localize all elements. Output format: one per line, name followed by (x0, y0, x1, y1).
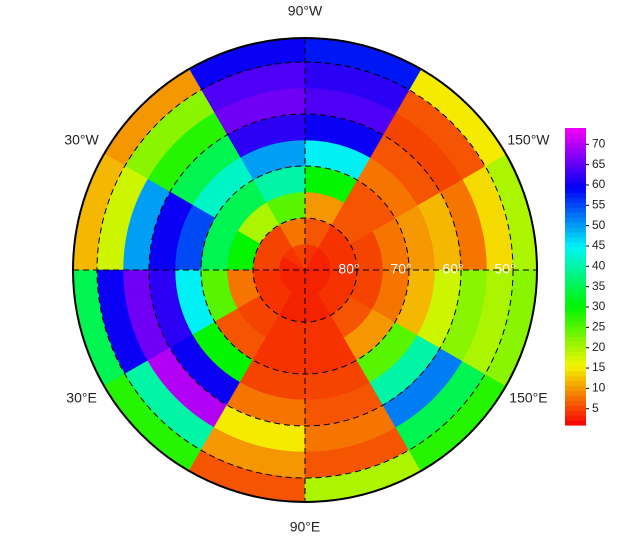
colorbar-step (565, 147, 586, 154)
colorbar-step (565, 420, 586, 426)
lon-label: 90°E (290, 519, 321, 535)
lon-label: 90°W (288, 3, 323, 19)
colorbar-step (565, 132, 586, 139)
colorbar-step (565, 207, 586, 213)
colorbar-step (565, 306, 586, 312)
colorbar-step (565, 222, 586, 228)
colorbar-step (565, 217, 586, 223)
colorbar-tick-label: 35 (592, 279, 606, 293)
colorbar-step (565, 410, 586, 416)
colorbar-step (565, 375, 586, 382)
graticule (73, 38, 537, 502)
colorbar-tick-label: 60 (592, 177, 606, 191)
colorbar-step (565, 241, 586, 248)
colorbar-step (565, 360, 586, 367)
colorbar-tick-label: 50 (592, 218, 606, 232)
colorbar-step (565, 251, 586, 258)
colorbar-step (565, 202, 586, 208)
colorbar-step (565, 390, 586, 396)
colorbar-step (565, 400, 586, 406)
colorbar-tick-label: 5 (592, 401, 599, 415)
colorbar-tick-label: 30 (592, 299, 606, 313)
colorbar-step (565, 172, 586, 179)
colorbar-step (565, 365, 586, 372)
lat-label: 50° (494, 261, 515, 277)
colorbar-step (565, 316, 586, 322)
colorbar-tick-label: 70 (592, 136, 606, 150)
colorbar-step (565, 152, 586, 159)
lon-label: 30°W (64, 132, 99, 148)
colorbar-step (565, 157, 586, 164)
colorbar-step (565, 182, 586, 188)
colorbar-step (565, 162, 586, 169)
colorbar-step (565, 311, 586, 317)
lat-label: 80° (338, 261, 359, 277)
colorbar-step (565, 355, 586, 362)
colorbar-step (565, 197, 586, 203)
colorbar-step (565, 405, 586, 411)
lon-label: 150°E (509, 390, 547, 406)
colorbar-step (565, 137, 586, 144)
colorbar-step (565, 187, 586, 193)
colorbar-tick-label: 55 (592, 197, 606, 211)
colorbar-step (565, 296, 586, 302)
colorbar-step (565, 271, 586, 278)
colorbar-step (565, 177, 586, 184)
colorbar-tick-label: 45 (592, 238, 606, 252)
colorbar-step (565, 335, 586, 342)
lat-label: 60° (442, 261, 463, 277)
colorbar-step (565, 246, 586, 253)
colorbar-tick-label: 25 (592, 320, 606, 334)
colorbar-step (565, 256, 586, 263)
colorbar-step (565, 321, 586, 327)
latitude-circle (200, 165, 410, 375)
colorbar-step (565, 395, 586, 401)
colorbar-step (565, 415, 586, 421)
colorbar-step (565, 231, 586, 238)
colorbar-step (565, 385, 586, 391)
colorbar-tick-label: 20 (592, 340, 606, 354)
colorbar-step (565, 301, 586, 307)
colorbar-step (565, 276, 586, 283)
colorbar-tick-label: 15 (592, 360, 606, 374)
colorbar-step (565, 227, 586, 233)
colorbar-step (565, 286, 586, 292)
colorbar-step (565, 380, 586, 386)
colorbar-tick-label: 40 (592, 259, 606, 273)
colorbar-step (565, 167, 586, 174)
lon-label: 150°W (507, 132, 550, 148)
colorbar-step (565, 142, 586, 149)
colorbar-tick-label: 10 (592, 381, 606, 395)
colorbar: 5 10 15 20 25 30 35 40 45 50 55 60 65 70 (565, 128, 606, 426)
colorbar-step (565, 281, 586, 287)
lat-label: 70° (390, 261, 411, 277)
colorbar-step (565, 236, 586, 243)
colorbar-tick-label: 65 (592, 157, 606, 171)
colorbar-step (565, 212, 586, 218)
colorbar-step (565, 350, 586, 357)
colorbar-step (565, 291, 586, 297)
latitude-circle (148, 113, 462, 427)
map-border (72, 37, 538, 503)
colorbar-step (565, 192, 586, 198)
colorbar-step (565, 261, 586, 268)
colorbar-step (565, 326, 586, 332)
colorbar-step (565, 330, 586, 337)
colorbar-step (565, 340, 586, 347)
latitude-circle (96, 61, 514, 479)
lon-label: 30°E (66, 390, 97, 406)
colorbar-step (565, 128, 586, 134)
colorbar-step (565, 266, 586, 273)
latitude-circle (252, 217, 358, 323)
colorbar-step (565, 370, 586, 377)
colorbar-step (565, 345, 586, 352)
